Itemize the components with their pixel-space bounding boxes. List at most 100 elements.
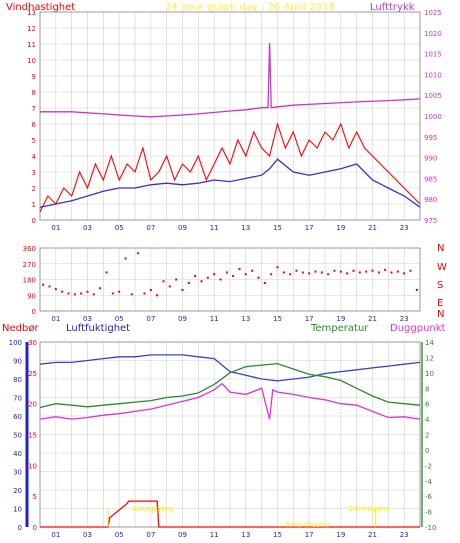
wind-gust-line: [39, 122, 421, 213]
wind-axis-tick: 11: [27, 41, 36, 49]
temperature-axis-tick: -10: [425, 524, 436, 532]
direction-point: [86, 290, 89, 293]
pressure-label: Lufttrykk: [370, 2, 415, 13]
temperature-axis-tick: 4: [425, 416, 430, 424]
direction-point: [346, 272, 349, 275]
x-tick-label: 21: [368, 315, 377, 323]
humidity-axis-tick: 30: [13, 469, 22, 477]
direction-point: [358, 271, 361, 274]
direction-point: [143, 292, 146, 295]
x-tick-label: 07: [146, 531, 155, 539]
wind-axis-tick: 10: [27, 57, 36, 65]
wind-axis-tick: 8: [32, 89, 36, 97]
temperature-axis-tick: 2: [425, 432, 429, 440]
temperature-label: Temperatur: [310, 323, 369, 334]
x-tick-label: 07: [146, 315, 155, 323]
temperature-axis-tick: -8: [425, 509, 432, 517]
wind-panel-series: [39, 43, 421, 213]
wind-pressure-panel: 0123456789101112139759809859909951000100…: [27, 9, 442, 232]
x-tick-label: 09: [178, 315, 187, 323]
x-tick-label: 21: [368, 531, 377, 539]
rain-axis-tick: 0: [33, 524, 37, 532]
direction-point: [289, 273, 292, 276]
direction-point: [327, 273, 330, 276]
pressure-line: [40, 43, 421, 118]
x-tick-label: 17: [305, 531, 314, 539]
rain-label: Nedbør: [2, 323, 39, 334]
x-tick-label: 11: [210, 224, 219, 232]
humidity-panel-grid: [39, 341, 421, 528]
dewpoint-line: [39, 382, 421, 420]
dewpoint-label: Duggpunkt: [390, 323, 446, 334]
direction-point: [301, 271, 304, 274]
x-tick-label: 03: [83, 531, 92, 539]
pressure-axis-tick: 1020: [424, 30, 442, 38]
x-tick-label: 09: [178, 224, 187, 232]
direction-axis-tick: 360: [23, 245, 36, 253]
direction-point: [339, 270, 342, 273]
x-tick-label: 09: [178, 531, 187, 539]
direction-point: [105, 271, 108, 274]
wind-axis-tick: 1: [32, 201, 36, 209]
direction-n-bottom: N: [437, 309, 444, 320]
x-tick-label: 23: [400, 224, 409, 232]
direction-s: S: [437, 280, 443, 291]
direction-point: [149, 289, 152, 291]
pressure-axis-tick: 1015: [424, 51, 442, 59]
rain-axis-tick: 20: [28, 401, 37, 409]
wind-axis-tick: 2: [32, 185, 36, 193]
humidity-axis-tick: 40: [13, 450, 22, 458]
pressure-axis-tick: 1005: [424, 92, 442, 100]
x-tick-label: 11: [210, 531, 219, 539]
direction-point: [371, 269, 374, 272]
x-tick-label: 01: [51, 224, 60, 232]
wind-axis-tick: 6: [32, 121, 37, 129]
x-tick-label: 17: [305, 224, 314, 232]
direction-point: [314, 270, 317, 273]
x-tick-label: 13: [241, 315, 250, 323]
humidity-axis-tick: 70: [13, 395, 22, 403]
hour-footer-label: Time (hours): [284, 521, 330, 529]
sunrise-label: Soloppgang: [132, 505, 173, 513]
direction-point: [384, 268, 387, 271]
direction-point: [181, 289, 184, 291]
direction-point: [194, 275, 197, 277]
direction-axis-tick: 180: [23, 277, 36, 285]
temperature-axis-tick: -2: [425, 462, 432, 470]
x-tick-label: 23: [400, 531, 409, 539]
direction-point: [232, 275, 235, 277]
direction-point: [270, 273, 273, 276]
direction-point: [219, 278, 222, 281]
temperature-axis-tick: 6: [425, 401, 430, 409]
wind-panel-grid: [39, 11, 421, 221]
humidity-axis-tick: 80: [13, 376, 22, 384]
graph-title: 24 hour graph day : 26 April 2018: [165, 2, 335, 13]
direction-point: [365, 270, 368, 273]
humidity-axis-tick: 100: [9, 339, 22, 347]
temperature-line: [39, 362, 421, 409]
direction-point: [251, 269, 254, 272]
humidity-label: Luftfuktighet: [66, 323, 130, 334]
direction-point: [54, 288, 57, 291]
direction-point: [308, 272, 311, 275]
wind-axis-tick: 7: [32, 105, 36, 113]
x-tick-label: 05: [115, 315, 124, 323]
humidity-line: [39, 354, 421, 382]
direction-n-top: N: [437, 243, 444, 254]
humidity-temperature-panel: 0102030405060708090100051015202530-10-8-…: [9, 339, 437, 539]
rain-axis-tick: 10: [28, 462, 37, 470]
wind-axis-tick: 0: [32, 217, 36, 225]
pressure-axis-tick: 995: [424, 134, 437, 142]
wind-panel-frame: [39, 11, 421, 221]
x-tick-label: 01: [51, 315, 60, 323]
humidity-axis-tick: 0: [18, 524, 22, 532]
direction-point: [320, 271, 323, 274]
direction-point: [295, 269, 298, 272]
rain-axis-tick: 25: [28, 370, 37, 378]
direction-point: [130, 293, 133, 296]
temperature-axis-tick: 14: [425, 339, 434, 347]
x-tick-label: 13: [241, 531, 250, 539]
x-tick-label: 17: [305, 315, 314, 323]
direction-point: [187, 282, 190, 284]
pressure-axis-tick: 990: [424, 155, 437, 163]
